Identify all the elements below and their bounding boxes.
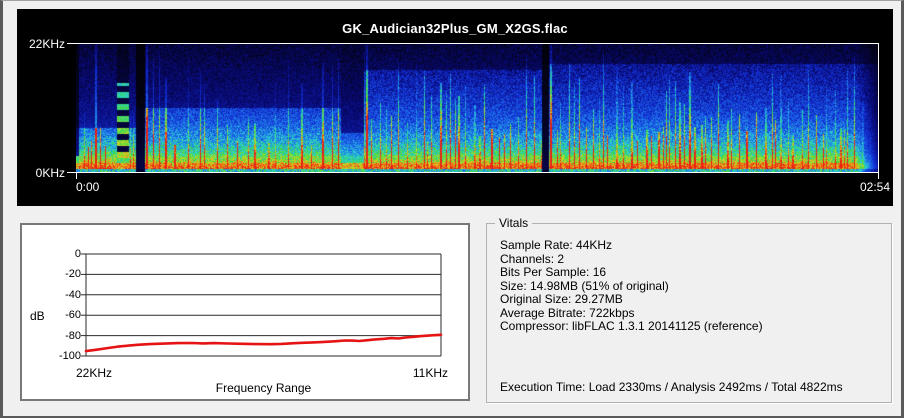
x-axis-title: Frequency Range bbox=[215, 381, 312, 395]
vitals-title: Vitals bbox=[495, 216, 533, 230]
spectrogram-image bbox=[76, 44, 878, 172]
y-tick-0: 0 bbox=[74, 248, 81, 260]
y-axis-title: dB bbox=[30, 309, 45, 323]
vitals-bitrate: Average Bitrate: 722kbps bbox=[500, 305, 635, 320]
freq-max-tick bbox=[67, 43, 76, 44]
y-tick-80: -80 bbox=[65, 330, 81, 342]
vitals-sample-rate: Sample Rate: 44KHz bbox=[500, 238, 613, 252]
spectrogram-bottom-axis-line bbox=[76, 172, 879, 173]
vitals-bits: Bits Per Sample: 16 bbox=[500, 265, 607, 279]
time-start-label: 0:00 bbox=[76, 180, 100, 194]
y-tick-20: -20 bbox=[65, 268, 81, 280]
x-end-label: 11KHz bbox=[412, 366, 448, 380]
vitals-execution-time: Execution Time: Load 2330ms / Analysis 2… bbox=[500, 380, 843, 394]
vitals-groupbox: Vitals Sample Rate: 44KHz Channels: 2 Bi… bbox=[486, 216, 892, 403]
vitals-channels: Channels: 2 bbox=[500, 251, 565, 266]
y-tick-60: -60 bbox=[65, 309, 81, 321]
spectrogram-top-axis-line bbox=[76, 43, 879, 44]
file-title: GK_Audician32Plus_GM_X2GS.flac bbox=[342, 21, 568, 36]
time-end-label: 02:54 bbox=[859, 180, 890, 194]
vitals-size: Size: 14.98MB (51% of original) bbox=[500, 278, 669, 293]
freq-min-tick bbox=[67, 172, 76, 173]
time-end-tick bbox=[878, 173, 879, 179]
freq-max-label: 22KHz bbox=[28, 37, 65, 51]
frequency-range-chart bbox=[81, 253, 443, 357]
freq-min-label: 0KHz bbox=[35, 166, 65, 180]
x-start-label: 22KHz bbox=[76, 366, 113, 380]
y-tick-40: -40 bbox=[65, 289, 81, 301]
frequency-range-graph-panel: 0 -20 -40 -60 -80 -100 dB 22KHz 11KHz Fr… bbox=[20, 223, 470, 401]
y-tick-100: -100 bbox=[58, 350, 81, 362]
vitals-orig-size: Original Size: 29.27MB bbox=[500, 292, 623, 306]
spectrogram-right-axis-line bbox=[878, 43, 879, 173]
spectrogram-panel: GK_Audician32Plus_GM_X2GS.flac 22KHz 0KH… bbox=[17, 9, 893, 206]
vitals-compressor: Compressor: libFLAC 1.3.1 20141125 (refe… bbox=[500, 319, 763, 333]
time-start-tick bbox=[76, 173, 77, 179]
